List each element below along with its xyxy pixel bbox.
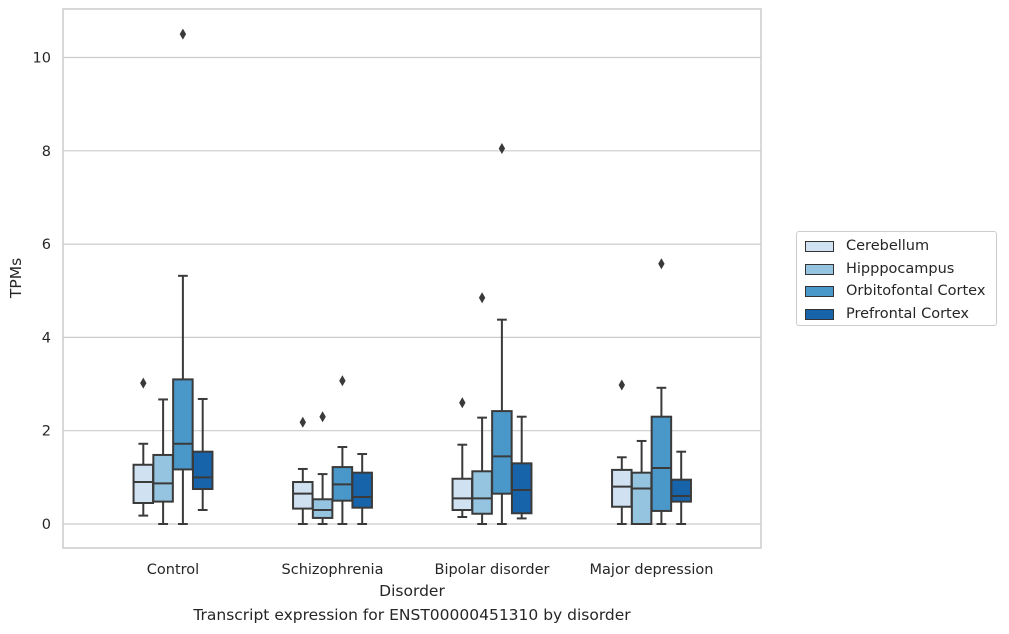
box-iqr [650,415,673,512]
box-0-1 [292,416,314,525]
box-2-1 [331,375,354,525]
y-tick-labels: 0 2 4 6 8 10 [33,51,51,534]
outlier-point [140,377,147,389]
box-1-3 [630,439,653,525]
x-tick-labels: Control Schizophrenia Bipolar disorder Majo… [147,562,714,578]
y-tick-label: 8 [42,144,51,160]
box-iqr [351,471,373,509]
legend-label: Orbitofontal Cortex [846,283,986,299]
box-series [132,28,692,525]
box-0-0 [132,377,155,517]
figure-caption: Transcript expression for ENST0000045131… [193,606,631,624]
legend-item-orbitofrontal-cortex: Orbitofontal Cortex [805,281,985,301]
outlier-point [658,258,665,270]
box-1-0 [152,398,174,525]
outlier-point [339,375,346,387]
box-iqr [152,453,174,503]
outlier-point [618,379,625,391]
legend-swatch [805,240,834,252]
y-tick-label: 6 [42,237,51,253]
x-tick-label: Major depression [590,562,714,578]
outlier-point [319,411,326,423]
outlier-point [459,397,466,409]
box-iqr [630,471,653,525]
y-tick-label: 2 [42,424,51,440]
outlier-point [478,292,486,304]
box-1-1 [311,411,334,525]
outlier-point [498,142,506,154]
outlier-point [179,28,187,40]
box-1-2 [471,292,493,525]
box-iqr [510,462,533,515]
legend-swatch [805,285,834,297]
outlier-point [299,416,306,428]
legend-label: Prefrontal Cortex [846,306,969,322]
box-iqr [311,498,334,519]
box-iqr [491,410,513,495]
box-iqr [191,450,214,491]
y-axis-label: TPMs [7,258,25,299]
y-tick-label: 10 [33,51,51,67]
x-tick-label: Bipolar disorder [435,562,550,578]
legend-item-hippocampus: Hipppocampus [805,259,954,279]
legend-swatch [805,308,834,320]
legend-label: Hipppocampus [846,261,955,277]
box-iqr [611,468,633,508]
box-3-0 [191,397,214,512]
x-tick-label: Schizophrenia [282,562,384,578]
legend-label: Cerebellum [846,238,930,254]
box-iqr [292,481,314,510]
y-tick-label: 0 [42,517,51,533]
box-iqr [132,463,155,505]
legend-swatch [805,263,834,275]
box-3-2 [510,415,533,520]
plot-frame [62,8,762,549]
box-iqr [451,477,474,512]
y-tick-label: 4 [42,330,51,346]
box-2-2 [491,142,513,525]
x-axis-label: Disorder [379,582,445,600]
legend-item-prefrontal-cortex: Prefrontal Cortex [805,304,969,324]
box-iqr [172,378,194,471]
box-iqr [471,470,493,515]
box-3-1 [351,453,373,525]
box-3-3 [670,450,692,525]
box-2-3 [650,258,673,525]
legend: Cerebellum Hipppocampus Orbitofontal Cor… [796,231,997,326]
box-0-3 [611,379,633,525]
legend-item-cerebellum: Cerebellum [805,236,929,256]
box-2-0 [172,28,194,525]
x-tick-label: Control [147,562,199,578]
box-0-2 [451,397,474,519]
box-iqr [670,478,692,503]
